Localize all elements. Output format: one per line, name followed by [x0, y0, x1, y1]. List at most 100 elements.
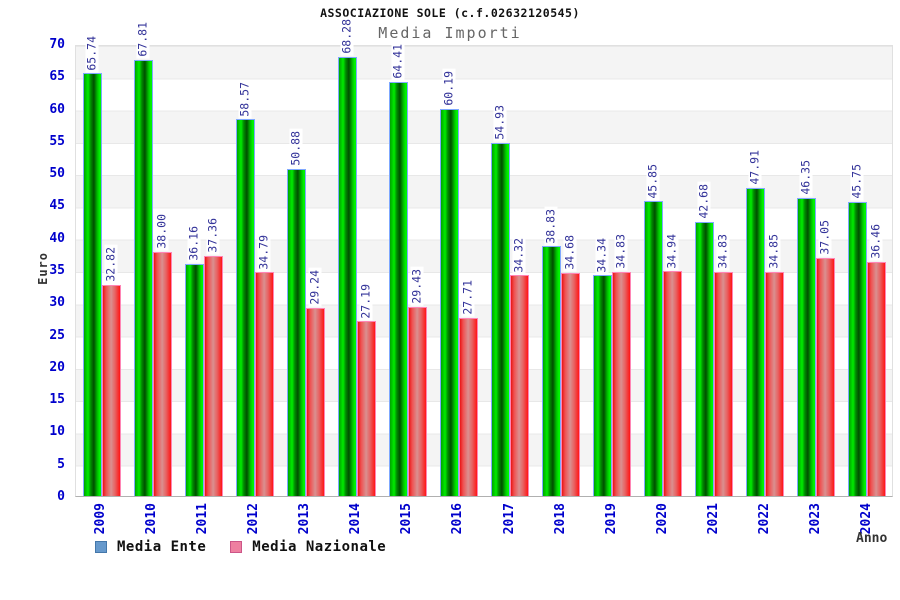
- y-tick-10: 10: [49, 424, 65, 440]
- bar-media-ente-2020: 45.85: [643, 161, 663, 496]
- y-tick-70: 70: [49, 37, 65, 52]
- bar-media-ente-2017: 54.93: [490, 103, 510, 496]
- y-axis-tick-labels: 0 5 10 15 20 25 30 35 40 45 50 55 60 65 70: [0, 37, 70, 504]
- bar-media-ente-2009: 65.74: [82, 33, 102, 496]
- bar-value-label: 46.35: [798, 158, 813, 198]
- bar-media-ente-2013: 50.88: [286, 129, 306, 496]
- bar-media-nazionale-2012: 34.79: [254, 232, 274, 496]
- bar-media-nazionale-2019: 34.83: [611, 232, 631, 496]
- x-tick-2013: 2013: [297, 503, 313, 535]
- bar-media-ente-2024: 45.75: [847, 162, 867, 496]
- y-tick-20: 20: [49, 359, 65, 375]
- plot-area: 65.74 32.82 67.81 38.00 36.16 37.36 58.57 34.79…: [75, 17, 893, 497]
- bar-group-2019: 34.34 34.83: [586, 46, 637, 496]
- bar-group-2012: 58.57 34.79: [229, 46, 280, 496]
- x-tick-cell-2023: 2023: [791, 503, 842, 549]
- bar-media-ente-2018: 38.83: [541, 206, 561, 496]
- bar-group-2017: 54.93 34.32: [484, 46, 535, 496]
- bar-media-nazionale-2009: 32.82: [101, 245, 121, 496]
- bar-pair-2010: 67.81 38.00: [133, 20, 172, 496]
- bar-value-label: 36.46: [868, 222, 883, 261]
- bar-group-2024: 45.75 36.46: [841, 46, 892, 496]
- y-tick-35: 35: [49, 263, 65, 278]
- legend-label-media-nazionale: Media Nazionale: [252, 539, 387, 555]
- bar-media-nazionale-2011: 37.36: [203, 216, 223, 496]
- x-tick-2010: 2010: [143, 503, 159, 535]
- x-tick-2020: 2020: [654, 503, 670, 535]
- bar-media-nazionale-2023: 37.05: [815, 218, 835, 496]
- bar-value-label: 58.57: [237, 79, 252, 119]
- x-axis-title: Anno: [856, 531, 888, 546]
- bar-media-ente-2022: 47.91: [745, 148, 765, 496]
- y-tick-0: 0: [57, 489, 65, 504]
- bar-group-2016: 60.19 27.71: [433, 46, 484, 496]
- bar-media-ente-2021: 42.68: [694, 182, 714, 496]
- x-tick-2015: 2015: [399, 503, 415, 535]
- bar-value-label: 45.75: [849, 162, 864, 201]
- x-tick-2022: 2022: [757, 503, 773, 535]
- bar-media-nazionale-2017: 34.32: [509, 235, 529, 496]
- y-tick-40: 40: [49, 230, 65, 246]
- y-tick-55: 55: [49, 133, 65, 149]
- bar-value-label: 34.94: [664, 231, 679, 271]
- bar-value-label: 42.68: [696, 182, 711, 221]
- bar-pair-2011: 36.16 37.36: [184, 46, 223, 496]
- bar-pair-2017: 54.93 34.32: [490, 46, 529, 496]
- bar-pair-2015: 64.41 29.43: [388, 42, 427, 496]
- bar-pair-2014: 68.28 27.19: [337, 17, 376, 496]
- legend-label-media-ente: Media Ente: [117, 539, 207, 555]
- bar-value-label: 54.93: [492, 103, 507, 142]
- bar-media-ente-2016: 60.19: [439, 69, 459, 496]
- bar-group-2018: 38.83 34.68: [535, 46, 586, 496]
- x-tick-2024: 2024: [859, 503, 875, 535]
- x-tick-cell-2017: 2017: [484, 503, 535, 549]
- bar-media-ente-2014: 68.28: [337, 17, 357, 496]
- chart-title: ASSOCIAZIONE SOLE (c.f.02632120545): [320, 6, 580, 20]
- bar-media-nazionale-2018: 34.68: [560, 233, 580, 496]
- bar-value-label: 27.71: [460, 278, 475, 317]
- bar-media-nazionale-2020: 34.94: [662, 231, 682, 496]
- bar-value-label: 36.16: [186, 223, 201, 263]
- bar-value-label: 32.82: [103, 245, 118, 285]
- y-tick-60: 60: [49, 101, 65, 117]
- x-tick-2016: 2016: [450, 503, 466, 535]
- bar-pair-2013: 50.88 29.24: [286, 46, 325, 496]
- bar-value-label: 68.28: [339, 17, 354, 57]
- bar-media-nazionale-2013: 29.24: [305, 268, 325, 496]
- bar-value-label: 34.32: [511, 235, 526, 275]
- bar-media-nazionale-2021: 34.83: [713, 232, 733, 496]
- y-tick-5: 5: [57, 456, 65, 472]
- bar-pair-2021: 42.68 34.83: [694, 46, 733, 496]
- bar-group-2010: 67.81 38.00: [127, 20, 178, 496]
- bar-value-label: 34.34: [594, 235, 609, 275]
- y-tick-15: 15: [49, 392, 65, 408]
- bar-media-nazionale-2014: 27.19: [356, 281, 376, 496]
- y-tick-25: 25: [49, 327, 65, 343]
- bar-media-nazionale-2022: 34.85: [764, 232, 784, 496]
- bar-value-label: 64.41: [390, 42, 405, 81]
- x-tick-2021: 2021: [706, 503, 722, 535]
- bar-pair-2022: 47.91 34.85: [745, 46, 784, 496]
- bar-group-2014: 68.28 27.19: [331, 17, 382, 496]
- x-tick-2014: 2014: [348, 503, 364, 535]
- bar-pair-2018: 38.83 34.68: [541, 46, 580, 496]
- x-tick-cell-2021: 2021: [689, 503, 740, 549]
- bar-pair-2019: 34.34 34.83: [592, 46, 631, 496]
- x-tick-2011: 2011: [194, 503, 210, 535]
- bar-group-2022: 47.91 34.85: [739, 46, 790, 496]
- x-tick-cell-2016: 2016: [433, 503, 484, 549]
- bar-pair-2020: 45.85 34.94: [643, 46, 682, 496]
- bar-value-label: 47.91: [747, 148, 762, 188]
- bar-value-label: 65.74: [84, 33, 99, 73]
- bar-value-label: 34.83: [715, 232, 730, 272]
- bar-media-nazionale-2016: 27.71: [458, 278, 478, 496]
- legend-swatch-media-nazionale: [230, 541, 243, 553]
- bar-pair-2024: 45.75 36.46: [847, 46, 886, 496]
- bar-group-2021: 42.68 34.83: [688, 46, 739, 496]
- x-tick-cell-2019: 2019: [586, 503, 637, 549]
- x-tick-cell-2020: 2020: [637, 503, 688, 549]
- bar-media-nazionale-2010: 38.00: [152, 212, 172, 496]
- bar-media-nazionale-2024: 36.46: [866, 222, 886, 496]
- x-tick-2009: 2009: [92, 503, 108, 535]
